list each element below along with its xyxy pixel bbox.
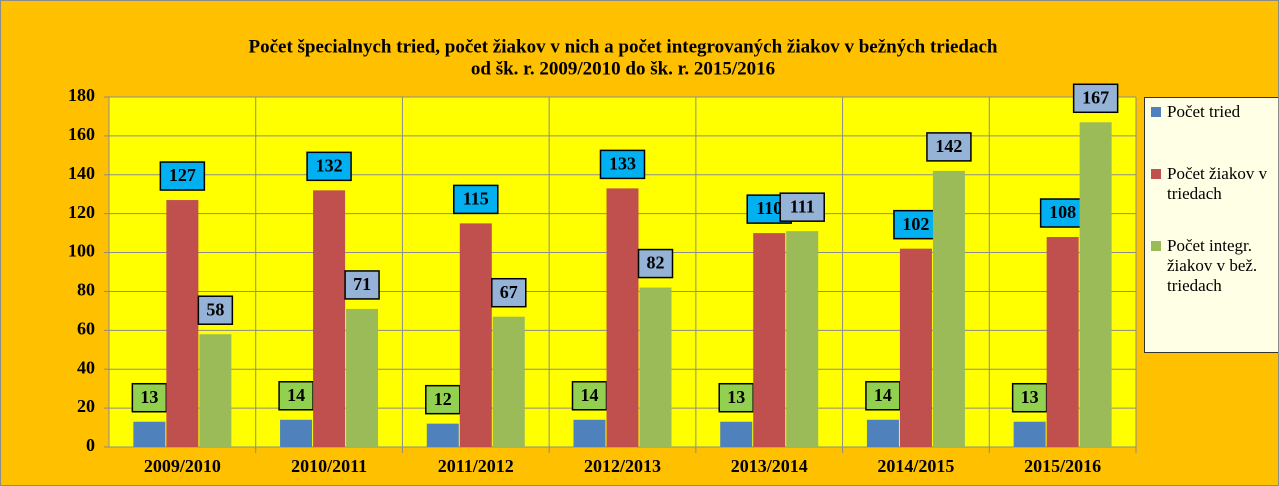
bar [346, 308, 379, 447]
x-tick-label: 2014/2015 [877, 456, 954, 476]
bar [786, 231, 819, 447]
data-label-box [571, 381, 608, 411]
data-label: 132 [316, 155, 343, 175]
data-label-box [453, 184, 499, 215]
data-label: 108 [1049, 202, 1076, 222]
data-label-box [926, 132, 972, 162]
legend-entry: Počet žiakov v triedach [1151, 164, 1278, 204]
data-label: 102 [902, 214, 929, 234]
bar [280, 419, 313, 447]
y-tick-label: 160 [68, 124, 95, 144]
bar [1046, 237, 1079, 447]
x-tick-label: 2010/2011 [291, 456, 367, 476]
data-label-box [865, 381, 901, 411]
legend: Počet tried Počet žiakov v triedach Počet … [1144, 97, 1278, 353]
y-tick-label: 40 [77, 357, 95, 377]
bar [866, 419, 899, 447]
bar [313, 190, 346, 448]
data-label-box [599, 149, 646, 180]
data-label-box [306, 151, 352, 182]
data-label: 58 [206, 299, 224, 319]
y-tick-label: 180 [68, 85, 95, 105]
legend-label: Počet tried [1167, 102, 1241, 121]
bar [1079, 122, 1112, 448]
bar [573, 419, 606, 447]
data-label-box [637, 248, 674, 279]
chart-subtitle: od šk. r. 2009/2010 do šk. r. 2015/2016 [471, 58, 775, 79]
bar [426, 423, 459, 447]
y-tick-label: 120 [68, 202, 95, 222]
data-label: 14 [287, 385, 305, 405]
data-label-box [491, 277, 527, 308]
data-label: 67 [500, 282, 518, 302]
bar [1013, 421, 1046, 447]
legend-label: Počet integr. žiakov v bež. triedach [1167, 236, 1258, 295]
data-label: 142 [935, 136, 962, 156]
data-label: 111 [790, 196, 815, 216]
data-label-box [893, 209, 939, 240]
bar [199, 334, 232, 447]
y-tick-label: 60 [77, 318, 95, 338]
legend-entry: Počet tried [1151, 102, 1278, 122]
data-label-box [159, 161, 206, 191]
data-label-box [131, 382, 168, 413]
bar [606, 188, 639, 447]
bar [899, 248, 932, 447]
data-label-box [344, 270, 380, 300]
data-label: 14 [581, 385, 599, 405]
data-label: 167 [1082, 87, 1109, 107]
data-label: 14 [874, 385, 892, 405]
data-label: 13 [1021, 387, 1039, 407]
data-label: 13 [140, 387, 158, 407]
y-tick-label: 140 [68, 163, 95, 183]
data-label: 115 [463, 189, 489, 209]
x-tick-label: 2012/2013 [584, 456, 661, 476]
bar [720, 421, 753, 447]
bar [166, 200, 199, 447]
data-label: 71 [353, 274, 371, 294]
data-label-box [1039, 198, 1086, 228]
data-label: 110 [756, 198, 782, 218]
x-tick-label: 2013/2014 [731, 456, 808, 476]
bar [492, 316, 525, 447]
chart-title: Počet špecialnych tried, počet žiakov v … [248, 36, 997, 57]
data-label-box [1072, 83, 1119, 114]
legend-label: Počet žiakov v triedach [1167, 164, 1268, 203]
x-tick-label: 2011/2012 [438, 456, 514, 476]
data-label-box [779, 192, 825, 222]
legend-swatch [1151, 107, 1161, 117]
bar [932, 170, 965, 447]
y-tick-label: 100 [68, 241, 95, 261]
legend-entry: Počet integr. žiakov v bež. triedach [1151, 236, 1278, 296]
x-tick-label: 2009/2010 [144, 456, 221, 476]
data-label: 13 [727, 387, 745, 407]
legend-swatch [1151, 241, 1161, 251]
y-tick-label: 80 [77, 280, 95, 300]
bar [459, 223, 492, 447]
data-label-box [197, 295, 234, 325]
data-label-box [718, 382, 754, 413]
bar [753, 233, 786, 447]
bar [639, 287, 672, 447]
bar [133, 421, 166, 447]
data-label: 12 [434, 389, 452, 409]
x-tick-label: 2015/2016 [1024, 456, 1101, 476]
data-label: 82 [647, 253, 665, 273]
y-tick-label: 20 [77, 396, 95, 416]
data-label-box [425, 384, 461, 415]
data-label: 133 [609, 154, 636, 174]
legend-swatch [1151, 169, 1161, 179]
data-label: 127 [169, 165, 196, 185]
y-tick-label: 0 [86, 435, 95, 455]
